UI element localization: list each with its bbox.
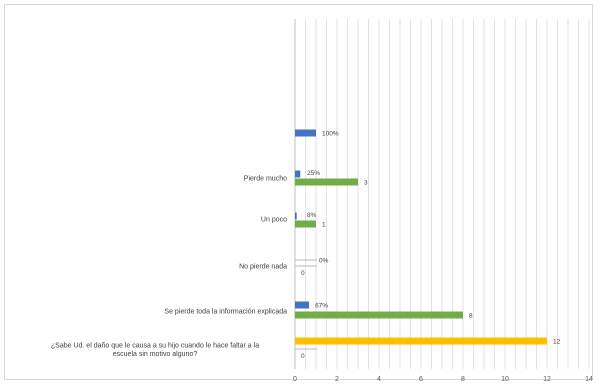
- x-tick-label: 2: [335, 376, 339, 381]
- data-label: 25%: [307, 170, 320, 177]
- data-label: 8%: [307, 212, 317, 219]
- data-label: 67%: [315, 303, 328, 310]
- chart-frame: 0 2 4 6 8 10 12 14 Pierde mucho Un poco No pierde …: [4, 4, 593, 381]
- category-label: Un poco: [261, 217, 287, 224]
- data-label: 0%: [319, 258, 329, 265]
- x-tick-label: 4: [377, 376, 381, 381]
- data-label: 0: [301, 270, 305, 277]
- bar: [295, 301, 310, 309]
- bar: [295, 129, 316, 137]
- bar: [295, 212, 297, 220]
- bar: [295, 337, 547, 345]
- category-label: ¿Sabe Ud. el daño que le causa a su hijo…: [51, 342, 259, 349]
- category-label: Pierde mucho: [244, 176, 287, 183]
- data-label: 8: [469, 313, 473, 320]
- data-label: 0: [301, 353, 305, 360]
- x-tick-label: 0: [293, 376, 297, 381]
- bar: [295, 178, 358, 186]
- data-label: 3: [364, 180, 368, 187]
- x-tick-label: 10: [501, 376, 509, 381]
- x-tick-label: 12: [543, 376, 551, 381]
- category-label: Se pierde toda la información explicada: [164, 309, 287, 316]
- x-tick-label: 8: [461, 376, 465, 381]
- data-label: 100%: [322, 131, 339, 138]
- bar: [295, 311, 463, 319]
- bar: [295, 170, 301, 178]
- x-tick-label: 14: [585, 376, 593, 381]
- bar: [295, 220, 316, 228]
- category-label: escuela sin motivo alguno?: [113, 351, 198, 358]
- data-label: 1: [322, 222, 326, 229]
- x-tick-label: 6: [419, 376, 423, 381]
- data-label: 12: [553, 339, 561, 346]
- category-label: No pierde nada: [239, 264, 287, 271]
